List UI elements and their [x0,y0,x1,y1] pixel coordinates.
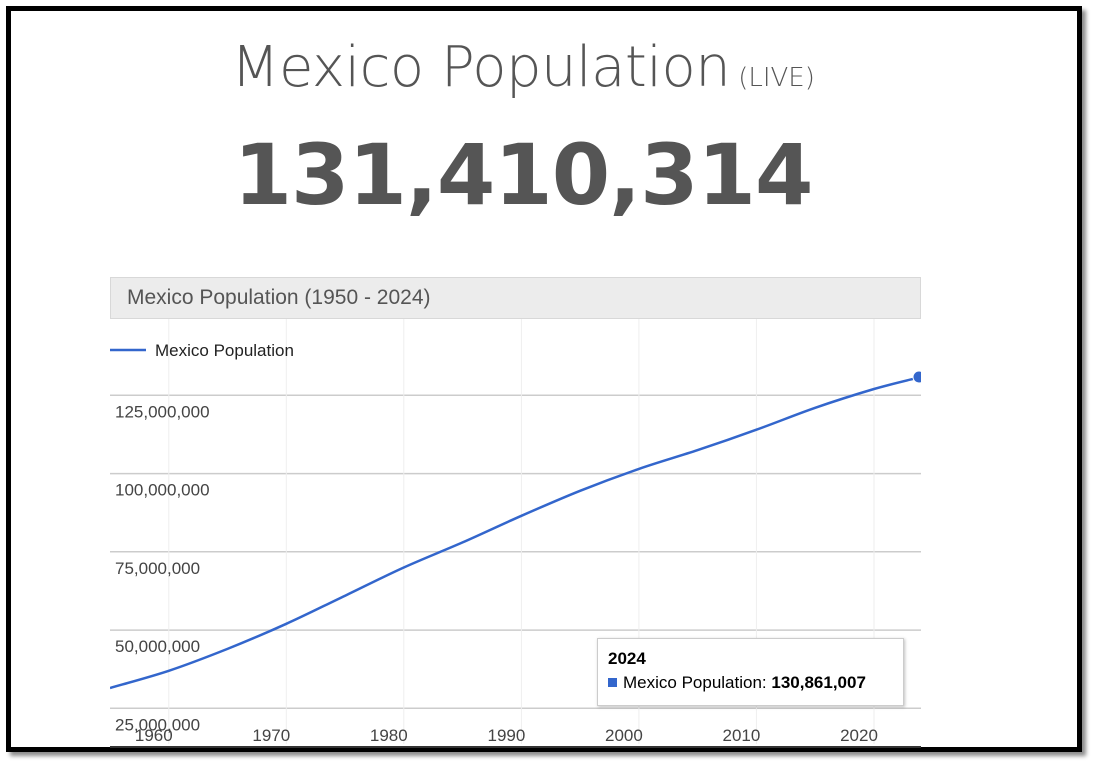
population-chart[interactable]: 25,000,000 50,000,000 75,000,000 100,000,00… [110,319,921,754]
live-tag: (LIVE) [738,63,815,93]
legend-entry[interactable]: Mexico Population [155,341,294,360]
x-tick-label: 1970 [252,726,290,745]
tooltip-year: 2024 [608,649,646,668]
y-tick-label: 75,000,000 [115,559,200,578]
series-group [110,370,921,690]
chart-legend[interactable]: Mexico Population [110,341,294,360]
y-tick-label: 125,000,000 [115,402,210,421]
y-axis-labels: 25,000,000 50,000,000 75,000,000 100,000,00… [115,402,210,734]
y-tick-label: 50,000,000 [115,637,200,656]
series-line-mexico-population[interactable] [110,375,921,690]
y-tick-label: 25,000,000 [115,715,200,734]
x-axis-labels: 1960 1970 1980 1990 2000 2010 2020 [135,726,878,745]
page-title-main: Mexico Population [231,35,731,100]
page-title: Mexico Population (LIVE) [11,35,1035,100]
screenshot-frame: Mexico Population (LIVE) 131,410,314 Mexi… [6,6,1082,752]
x-tick-label: 2000 [605,726,643,745]
live-population-counter: 131,410,314 [233,126,814,224]
x-tick-label: 1990 [487,726,525,745]
x-tick-label: 1960 [135,726,173,745]
tooltip-value: 130,861,007 [771,673,866,692]
x-tick-label: 1980 [370,726,408,745]
chart-tooltip: 2024 Mexico Population: 130,861,007 [597,638,904,706]
y-tick-label: 100,000,000 [115,481,210,500]
x-tick-label: 2010 [722,726,760,745]
chart-header: Mexico Population (1950 - 2024) [110,277,921,319]
tooltip-swatch-icon [608,678,617,687]
tooltip-label: Mexico Population: [623,673,767,692]
x-tick-label: 2020 [840,726,878,745]
highlight-point[interactable] [912,370,921,384]
